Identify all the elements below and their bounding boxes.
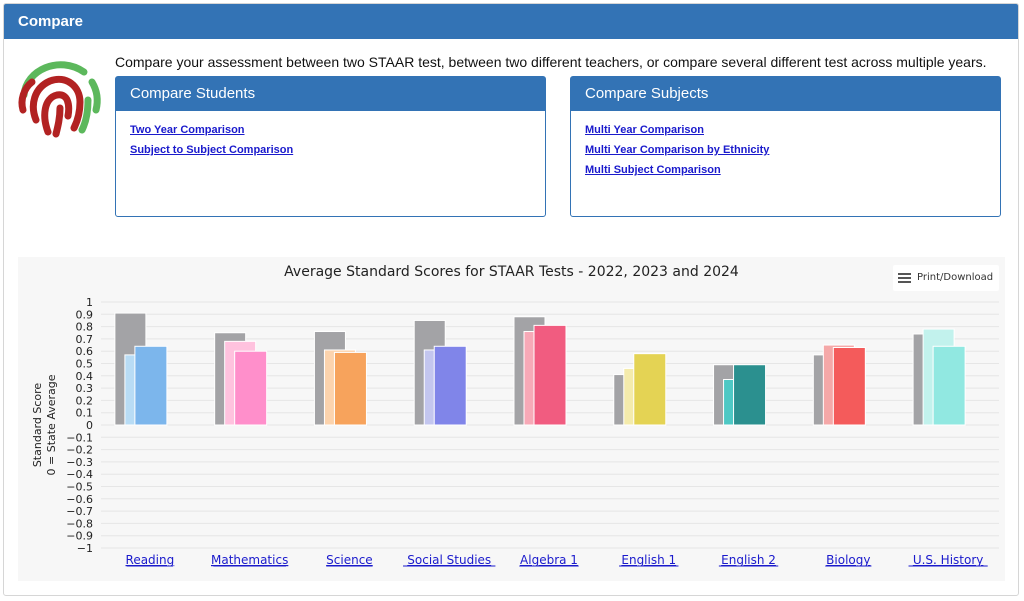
y-tick-label: −0.6	[66, 493, 93, 506]
bar-2024-7[interactable]	[832, 347, 866, 426]
multi-year-comparison-by-ethnicity-link[interactable]: Multi Year Comparison by Ethnicity	[585, 144, 770, 156]
bar-2024-1[interactable]	[234, 350, 268, 426]
y-tick-label: −0.2	[66, 444, 93, 457]
chart-title: Average Standard Scores for STAAR Tests …	[284, 264, 739, 280]
multi-year-comparison-link[interactable]: Multi Year Comparison	[585, 124, 704, 136]
y-tick-label: 0.5	[76, 358, 94, 371]
compare-subjects-title: Compare Subjects	[571, 77, 1000, 111]
chart-area: 1 0.9 0.8 0.7 0.6 0.5 0.4 0.3 0.2 0.1 0 −0.1 −0.2 −0.…	[18, 257, 1005, 581]
bar-2024-0[interactable]	[134, 345, 168, 426]
bar-chart: 10.90.80.70.60.50.40.30.20.10−0.1−0.2−0.…	[31, 296, 999, 567]
x-axis-label-link[interactable]: Science	[326, 553, 373, 567]
bar-2024-5[interactable]	[633, 353, 667, 426]
x-axis-label-link[interactable]: Biology	[826, 553, 870, 567]
subject-to-subject-comparison-link[interactable]: Subject to Subject Comparison	[130, 144, 294, 156]
x-axis-label-link[interactable]: Social Studies	[407, 553, 491, 567]
y-tick-label: 0.2	[76, 394, 94, 407]
y-tick-label: −0.1	[66, 431, 93, 444]
hamburger-menu-icon	[898, 273, 911, 283]
y-tick-label: 0.1	[76, 407, 94, 420]
x-axis-label-link[interactable]: English 1	[621, 553, 676, 567]
y-tick-label: −0.5	[66, 481, 93, 494]
y-tick-label: 0.6	[76, 345, 94, 358]
compare-container: Compare Compare your assessment between …	[3, 3, 1019, 596]
y-axis-title: Standard Score	[31, 383, 44, 468]
print-download-button[interactable]: Print/Download	[893, 265, 999, 291]
bar-2024-2[interactable]	[333, 351, 367, 426]
y-tick-label: 0.8	[76, 321, 94, 334]
fingerprint-logo-icon	[18, 61, 101, 138]
y-tick-label: 0.7	[76, 333, 94, 346]
y-tick-label: 0	[86, 419, 93, 432]
y-tick-label: −0.8	[66, 517, 93, 530]
y-tick-label: −0.9	[66, 530, 93, 543]
intro-text: Compare your assessment between two STAA…	[115, 54, 987, 70]
multi-subject-comparison-link[interactable]: Multi Subject Comparison	[585, 164, 721, 176]
page-title: Compare	[4, 4, 1018, 39]
x-axis-label-link[interactable]: Mathematics	[211, 553, 288, 567]
y-tick-label: 0.9	[76, 308, 94, 321]
y-tick-label: 0.4	[76, 370, 94, 383]
bar-2024-4[interactable]	[533, 324, 567, 426]
y-tick-label: 0.3	[76, 382, 94, 395]
x-axis-label-link[interactable]: Algebra 1	[520, 553, 578, 567]
y-tick-label: −0.4	[66, 468, 93, 481]
y-tick-label: 1	[86, 296, 93, 309]
compare-students-panel: Compare Students Two Year Comparison Sub…	[115, 76, 546, 217]
print-download-label: Print/Download	[917, 272, 994, 283]
two-year-comparison-link[interactable]: Two Year Comparison	[130, 124, 245, 136]
x-axis-label-link[interactable]: English 2	[721, 553, 776, 567]
compare-subjects-panel: Compare Subjects Multi Year Comparison M…	[570, 76, 1001, 217]
y-tick-label: −0.3	[66, 456, 93, 469]
bar-2024-3[interactable]	[433, 345, 467, 426]
y-tick-label: −0.7	[66, 505, 93, 518]
x-axis-label-link[interactable]: U.S. History	[913, 553, 984, 567]
bar-2024-6[interactable]	[733, 364, 767, 426]
y-tick-label: −1	[77, 542, 93, 555]
compare-students-title: Compare Students	[116, 77, 545, 111]
bar-2024-8[interactable]	[932, 345, 966, 426]
y-axis-subtitle: 0 = State Average	[45, 374, 58, 475]
x-axis-label-link[interactable]: Reading	[126, 553, 175, 567]
